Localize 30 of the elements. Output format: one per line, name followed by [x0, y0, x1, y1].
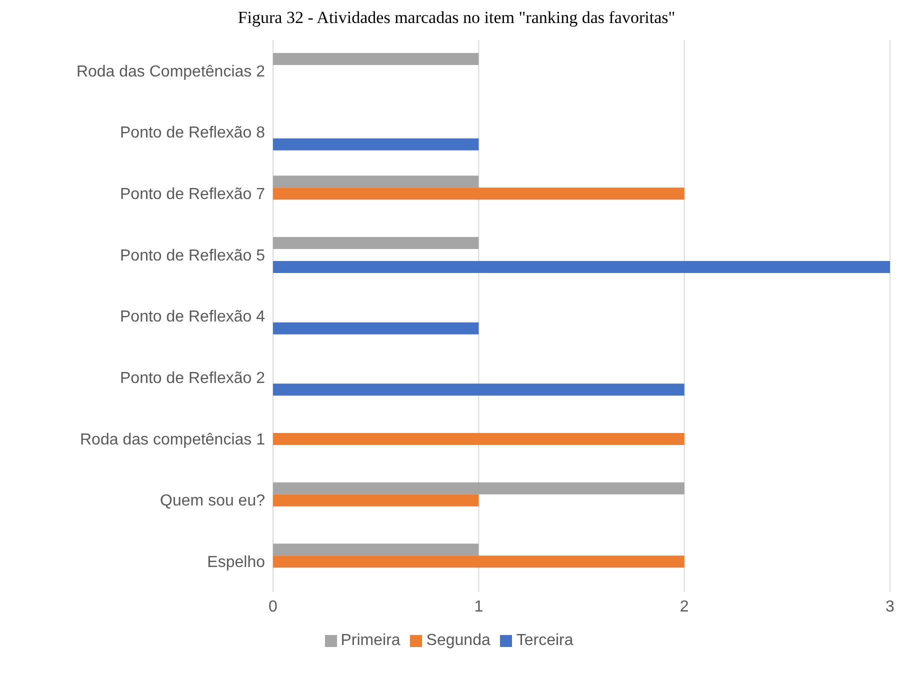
y-tick-label: Roda das Competências 2 — [76, 63, 266, 80]
bar — [273, 188, 684, 200]
y-tick-label: Espelho — [207, 554, 266, 572]
x-tick-label: 3 — [886, 598, 895, 616]
bar — [273, 482, 684, 494]
bar — [273, 384, 684, 396]
y-tick-label: Ponto de Reflexão 4 — [120, 308, 266, 326]
y-tick-label: Quem sou eu? — [160, 492, 266, 510]
legend-label: Primeira — [340, 632, 400, 649]
bar — [273, 556, 684, 568]
y-tick-label: Ponto de Reflexão 2 — [120, 370, 266, 388]
x-tick-label: 0 — [268, 598, 278, 616]
bar — [273, 261, 890, 273]
bar — [273, 176, 479, 188]
y-tick-label: Ponto de Reflexão 8 — [120, 124, 266, 142]
chart-title: Figura 32 - Atividades marcadas no item "ranking das favoritas" — [236, 8, 676, 29]
y-tick-label: Roda das competências 1 — [80, 431, 266, 448]
x-tick-label: 1 — [474, 598, 484, 616]
bar — [273, 138, 479, 150]
legend-label: Segunda — [426, 632, 490, 649]
bar — [273, 494, 479, 506]
y-tick-label: Ponto de Reflexão 7 — [120, 186, 266, 204]
legend-label: Terceira — [516, 632, 574, 649]
bar — [273, 322, 479, 334]
bar — [273, 53, 479, 65]
bar — [273, 237, 479, 249]
bar — [273, 433, 684, 445]
x-tick-label: 2 — [680, 598, 689, 616]
bar — [273, 544, 479, 556]
y-tick-label: Ponto de Reflexão 5 — [120, 247, 266, 264]
